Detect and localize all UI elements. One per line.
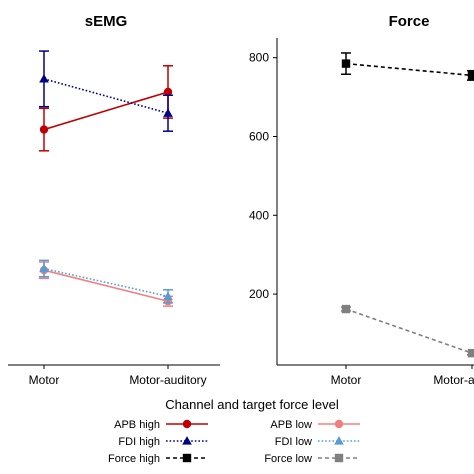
data-point [341,59,351,68]
legend-label: Force high [108,453,160,465]
series-apb-low [39,261,173,307]
semg-plot-area [39,50,173,307]
force-y-tick-label: 600 [249,129,269,143]
legend: Channel and target force level APB high A… [108,397,360,465]
force-panel-title: Force [389,13,430,30]
force-y-tick-label: 800 [249,51,269,65]
legend-marker [334,419,344,429]
force-panel: Force Motor Motor-auditory 200 400 600 800 [249,13,474,387]
series-line-fdi-low [43,267,169,298]
force-y-tick-label: 200 [249,287,269,301]
data-point [163,291,173,300]
semg-x-tick-label: Motor-auditory [129,373,206,387]
data-point [163,87,173,97]
legend-item-force-high: Force high [108,453,208,465]
semg-panel-title: sEMG [85,13,128,30]
series-force-high [341,52,474,81]
data-point [467,71,474,80]
semg-panel: sEMG Motor Motor-auditory [8,13,220,387]
legend-marker [334,453,344,463]
legend-label: FDI high [118,436,160,448]
series-fdi-low [39,259,173,304]
legend-label: APB high [114,419,160,431]
series-fdi-high [39,50,173,132]
legend-item-fdi-low: FDI low [275,436,360,448]
force-x-tick-label: Motor-auditory [433,373,474,387]
legend-label: FDI low [275,436,312,448]
data-point [39,263,49,273]
data-point [467,348,474,358]
series-line-fdi-high [43,78,169,114]
legend-label: APB low [270,419,312,431]
data-point [341,304,351,314]
legend-marker [182,453,192,463]
data-point [39,125,49,134]
series-force-low [341,304,474,358]
data-point [39,74,49,83]
legend-label: Force low [264,453,312,465]
series-line-apb-low [43,269,169,303]
legend-item-fdi-high: FDI high [118,436,208,448]
semg-x-tick-label: Motor [29,373,60,387]
legend-marker [334,436,344,445]
force-x-tick-label: Motor [331,373,362,387]
force-y-tick-label: 400 [249,208,269,222]
legend-marker [182,419,192,429]
legend-item-force-low: Force low [264,453,360,465]
data-point [163,108,173,117]
series-line-force-high [345,62,473,77]
legend-marker [182,436,192,445]
force-plot-area [341,52,474,358]
series-line-apb-high [43,91,169,131]
series-line-force-low [345,308,473,354]
legend-item-apb-high: APB high [114,419,208,431]
legend-item-apb-low: APB low [270,419,360,431]
legend-title: Channel and target force level [165,397,339,412]
